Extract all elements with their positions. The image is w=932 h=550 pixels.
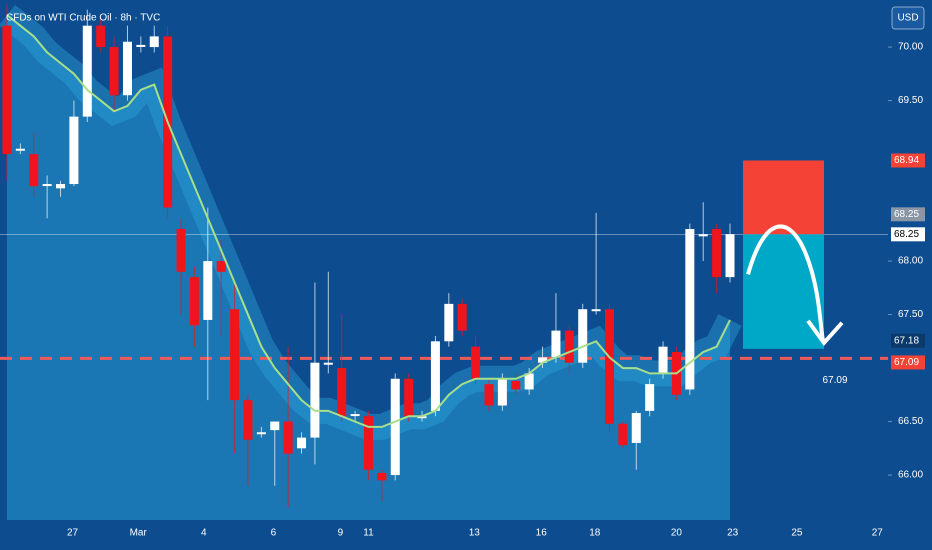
x-tick-label: 13 [469, 528, 481, 539]
candle-body [15, 148, 25, 151]
candle-body [604, 309, 614, 424]
candle-body [457, 303, 467, 331]
candle-body [149, 36, 159, 48]
x-tick-label: 18 [589, 528, 601, 539]
candle-body [29, 154, 39, 187]
y-tick-label: 70.00 [898, 42, 923, 53]
entry-price-box [891, 227, 925, 242]
arrow-head [806, 319, 844, 346]
candle-body [658, 346, 668, 374]
candle-body [310, 362, 320, 438]
x-tick-label: 20 [671, 528, 683, 539]
candle-body [189, 277, 199, 326]
x-tick-label: 25 [791, 528, 803, 539]
candle-body [511, 380, 521, 390]
candle-body [564, 330, 574, 363]
candle-body [122, 41, 132, 96]
candle-body [725, 234, 735, 278]
candle-body [430, 341, 440, 411]
candle-body [350, 414, 360, 417]
candle-body [578, 309, 588, 363]
support-price-label: 67.09 [894, 357, 919, 368]
x-tick-label: 9 [338, 528, 344, 539]
candle-body [497, 378, 507, 406]
candle-body [538, 357, 548, 363]
stop-price-label: 68.94 [894, 155, 919, 166]
entry-price-box [891, 207, 925, 222]
entry-price-label: 68.25 [894, 209, 919, 220]
x-tick-label: 23 [727, 528, 739, 539]
candle-body [203, 261, 213, 320]
candle-body [2, 25, 12, 155]
candle-body [42, 184, 52, 187]
y-tick-label: 66.00 [898, 470, 923, 481]
candle-body [56, 184, 66, 189]
candle-body [698, 234, 708, 237]
candle-body [524, 373, 534, 390]
candle-body [631, 413, 641, 443]
arrow-curve [746, 224, 826, 343]
y-tick-label: 67.50 [898, 309, 923, 320]
candle-body [471, 346, 481, 379]
x-tick-label: Mar [130, 528, 148, 539]
support-price-box [891, 355, 925, 370]
stop-zone [743, 160, 824, 235]
candle-body [136, 44, 146, 47]
candle-body [216, 261, 226, 272]
candle-body [645, 384, 655, 411]
candle-body [270, 421, 280, 431]
support-big-label: 67.09 [822, 375, 847, 386]
candle-body [323, 362, 333, 365]
x-tick-label: 27 [67, 528, 79, 539]
ma-area [6, 14, 731, 520]
candle-body [297, 437, 307, 449]
y-tick-label: 66.50 [898, 416, 923, 427]
ma-line [6, 14, 731, 428]
candle-body [337, 368, 347, 417]
candle-body [685, 228, 695, 390]
candle-body [283, 421, 293, 454]
x-tick-label: 11 [363, 528, 374, 539]
candle-body [176, 228, 186, 272]
candle-body [712, 228, 722, 278]
chart-title: CFDs on WTI Crude Oil · 8h · TVC [6, 13, 160, 24]
x-tick-label: 6 [271, 528, 277, 539]
candle-body [591, 309, 601, 312]
entry-price-label: 68.25 [894, 229, 919, 240]
candle-body [551, 330, 561, 358]
candle-body [618, 423, 628, 446]
stop-price-box [891, 153, 925, 168]
x-tick-label: 16 [536, 528, 548, 539]
candle-body [444, 303, 454, 342]
currency[interactable]: USD [897, 13, 918, 24]
candle-body [484, 384, 494, 406]
candle-body [69, 116, 79, 185]
x-tick-label: 27 [872, 528, 884, 539]
currency-box[interactable] [891, 6, 925, 30]
candle-body [256, 432, 266, 435]
candle-body [96, 25, 106, 48]
candle-body [390, 378, 400, 476]
y-tick-label: 69.50 [898, 95, 923, 106]
candle-body [243, 400, 253, 440]
candle-body [82, 25, 92, 117]
y-tick-label: 68.00 [898, 256, 923, 267]
candle-body [363, 416, 373, 470]
target-price-box [891, 333, 925, 348]
candle-body [230, 309, 240, 401]
target-price-label: 67.18 [894, 335, 919, 346]
x-tick-label: 4 [201, 528, 207, 539]
candle-body [404, 378, 414, 417]
candle-body [109, 47, 119, 96]
candle-body [377, 472, 387, 481]
